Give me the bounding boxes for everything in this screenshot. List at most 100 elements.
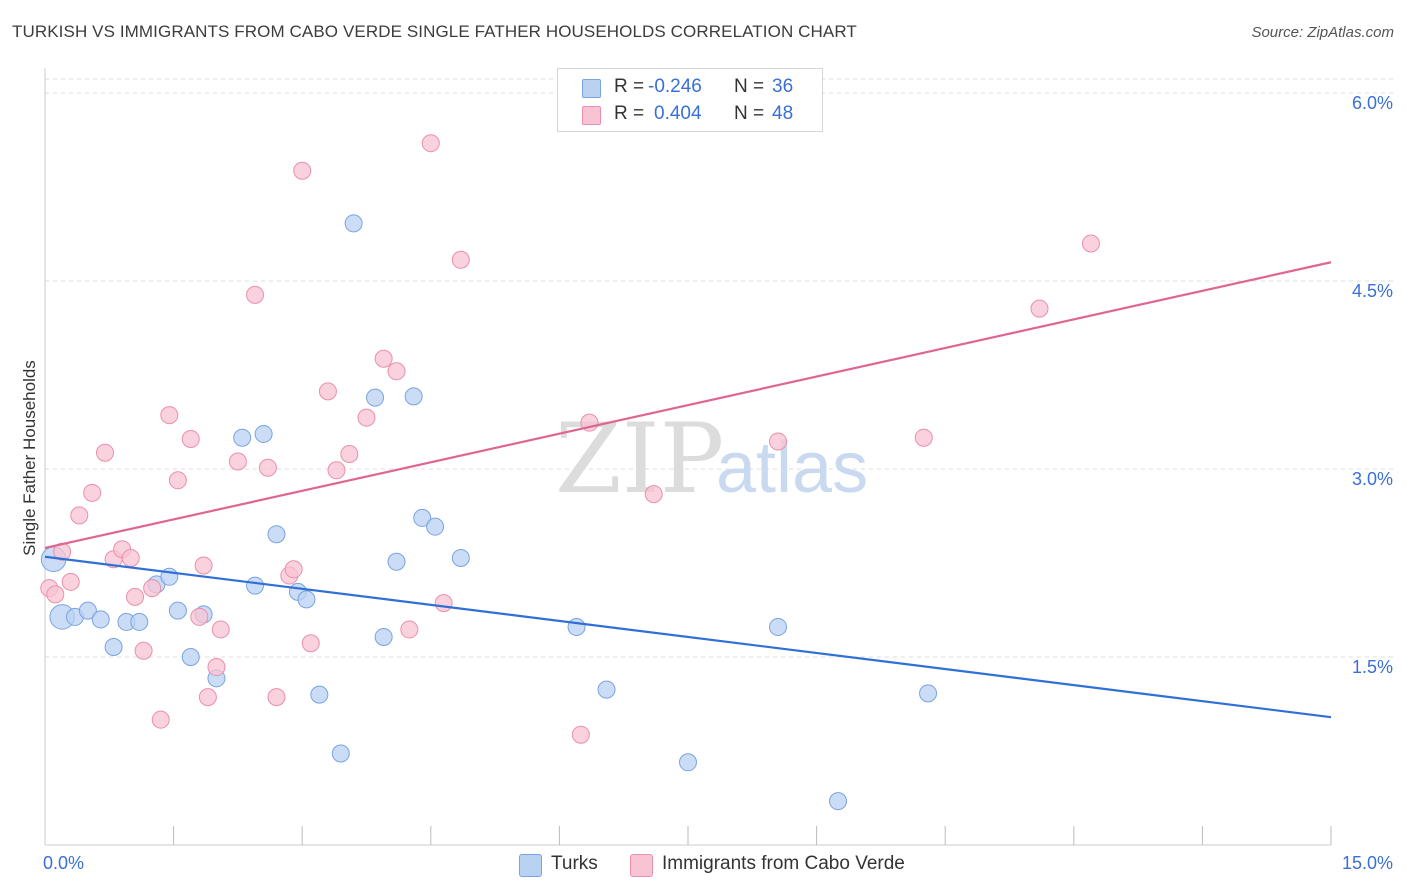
cabo-verde-point — [126, 587, 145, 606]
label-layer: 1.5% 3.0% 4.5% 6.0% 0.0% 15.0% — [43, 93, 1393, 873]
cabo-verde-point — [1030, 299, 1049, 318]
turks-point — [104, 637, 123, 656]
cabo-verde-point — [387, 362, 406, 381]
cabo-verde-point — [228, 452, 247, 471]
turks-point — [679, 753, 697, 772]
cabo-verde-point — [83, 483, 102, 502]
turks-point — [426, 517, 445, 536]
n-label: N = — [734, 103, 765, 124]
turks-point — [597, 680, 616, 699]
turks-point — [331, 744, 350, 763]
turks-point — [344, 214, 363, 233]
cabo-verde-point — [340, 444, 359, 463]
turks-point — [168, 601, 187, 620]
cabo-verde-point — [1081, 234, 1100, 253]
cabo-verde-point — [134, 641, 153, 660]
y-tick-label: 6.0% — [1352, 93, 1393, 113]
cabo-verde-point — [421, 134, 440, 153]
turks-point — [413, 508, 432, 527]
turks-point — [254, 424, 273, 443]
cabo-verde-point — [168, 471, 187, 490]
cabo-verde-point — [327, 461, 346, 480]
points-layer — [40, 134, 1100, 811]
turks-point — [310, 685, 329, 704]
cabo-verde-point — [258, 458, 277, 477]
watermark-atlas: atlas — [716, 428, 868, 508]
cabo-verde-legend-swatch — [630, 854, 653, 877]
x-tick-label: 0.0% — [43, 853, 84, 873]
cabo-verde-point — [198, 688, 217, 707]
cabo-verde-point — [246, 285, 265, 304]
turks-point — [78, 601, 97, 620]
cabo-verde-point — [769, 432, 788, 451]
cabo-verde-point — [400, 620, 419, 639]
cabo-verde-point — [207, 658, 226, 677]
r-label: R = — [614, 76, 645, 97]
cabo-verde-point — [267, 688, 286, 707]
r-value-turks: -0.246 — [648, 76, 702, 97]
cabo-verde-point — [571, 725, 590, 744]
turks-point — [919, 684, 938, 703]
cabo-verde-legend-label: Immigrants from Cabo Verde — [662, 853, 905, 874]
turks-legend-label: Turks — [551, 853, 598, 874]
cabo-verde-point — [211, 620, 230, 639]
turks-point — [387, 552, 406, 571]
cabo-verde-point — [121, 549, 140, 568]
turks-point — [297, 590, 316, 609]
cabo-verde-point — [190, 607, 209, 626]
turks-legend-swatch — [519, 854, 542, 877]
turks-swatch — [582, 79, 601, 98]
cabo-verde-point — [194, 556, 213, 575]
cabo-verde-point — [70, 506, 89, 525]
turks-point — [246, 576, 265, 595]
y-tick-label: 4.5% — [1352, 281, 1393, 301]
turks-point — [769, 617, 788, 636]
correlation-legend: R = -0.246 N = 36 R = 0.404 N = 48 — [557, 68, 823, 132]
r-value-cabo-verde: 0.404 — [654, 103, 702, 124]
turks-point — [130, 612, 149, 631]
n-label: N = — [734, 76, 765, 97]
cabo-verde-trend-line — [44, 261, 1332, 550]
cabo-verde-point — [644, 485, 663, 504]
cabo-verde-point — [374, 349, 393, 368]
cabo-verde-point — [293, 161, 312, 180]
chart-title: TURKISH VS IMMIGRANTS FROM CABO VERDE SI… — [12, 22, 857, 41]
cabo-verde-point — [914, 428, 933, 447]
turks-point — [451, 549, 470, 568]
turks-point — [366, 388, 385, 407]
r-label: R = — [614, 103, 645, 124]
watermark-zip: ZIP — [555, 403, 724, 515]
turks-trend-line — [44, 555, 1332, 719]
cabo-verde-point — [151, 710, 170, 729]
source-credit: Source: ZipAtlas.com — [1251, 24, 1394, 41]
n-value-turks: 36 — [772, 76, 794, 97]
cabo-verde-point — [46, 585, 65, 604]
turks-point — [181, 648, 200, 667]
cabo-verde-swatch — [582, 106, 601, 125]
cabo-verde-point — [318, 382, 337, 401]
cabo-verde-point — [357, 408, 376, 427]
n-value-cabo-verde: 48 — [772, 103, 794, 124]
cabo-verde-point — [181, 429, 200, 448]
axis-layer — [44, 68, 1332, 846]
turks-point — [829, 792, 848, 811]
turks-point — [567, 617, 586, 636]
y-tick-label: 3.0% — [1352, 469, 1393, 489]
turks-point — [267, 525, 286, 544]
trend-layer — [44, 261, 1332, 719]
cabo-verde-point — [96, 443, 115, 462]
y-tick-label: 1.5% — [1352, 657, 1393, 677]
turks-point — [91, 610, 110, 629]
turks-point — [374, 627, 393, 646]
x-tick-label: 15.0% — [1342, 853, 1393, 873]
y-axis-label: Single Father Households — [20, 360, 39, 556]
cabo-verde-point — [301, 634, 320, 653]
cabo-verde-point — [160, 406, 179, 425]
cabo-verde-point — [284, 560, 303, 579]
cabo-verde-point — [451, 250, 470, 269]
grid-layer — [45, 78, 1393, 658]
cabo-verde-point — [143, 579, 162, 598]
cabo-verde-point — [61, 572, 80, 591]
